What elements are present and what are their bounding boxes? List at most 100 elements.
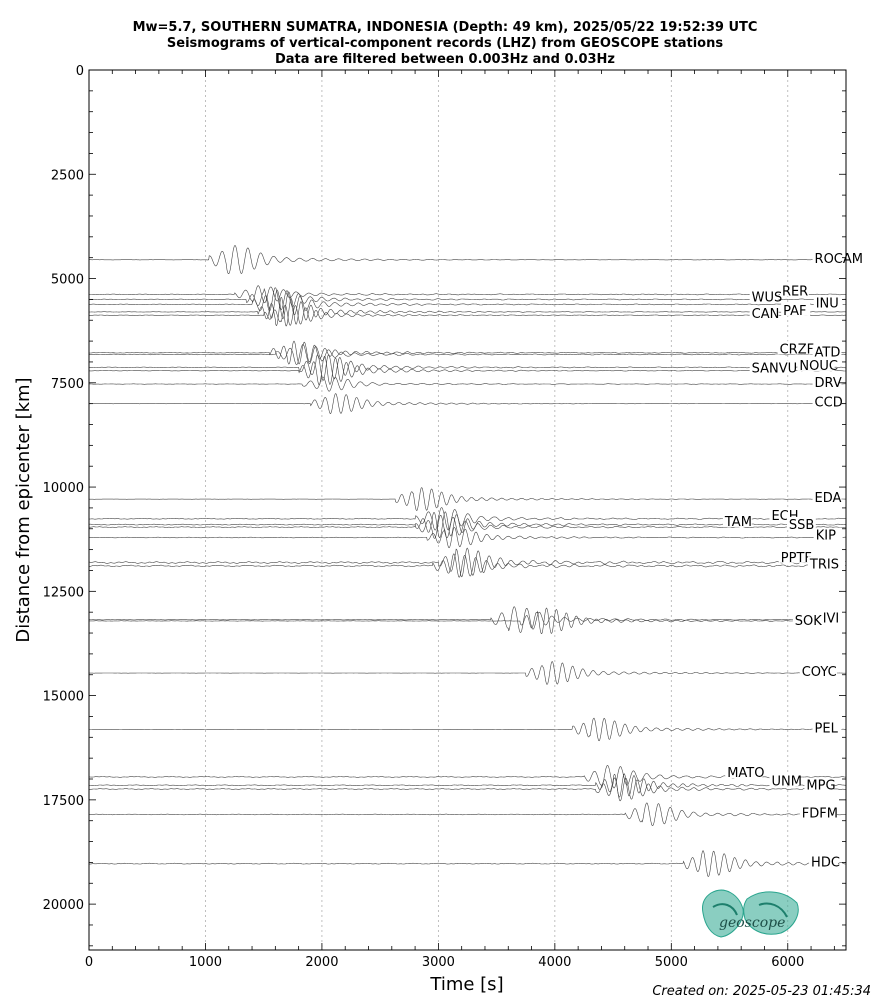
seismogram-trace-mato: [89, 765, 847, 789]
seismogram-trace-kip: [88, 527, 846, 549]
logo-globe-left-icon: [702, 889, 744, 938]
station-label-mpg: MPG: [806, 779, 835, 794]
seismogram-trace-crzf: [89, 340, 846, 365]
station-label-can: CAN: [752, 307, 780, 322]
seismogram-trace-eda: [89, 487, 846, 511]
station-label-bg: [749, 360, 796, 374]
seismogram-trace-fdfm: [89, 802, 847, 827]
station-label-bg: [769, 773, 799, 787]
seismogram-trace-nouc: [88, 354, 847, 381]
seismogram-trace-atd: [89, 344, 847, 365]
seismogram-trace-tris: [89, 553, 847, 578]
y-tick-label: 7500: [51, 377, 84, 392]
station-label-bg: [779, 283, 809, 297]
station-label-fdfm: FDFM: [802, 806, 838, 821]
station-label-bg: [809, 854, 838, 868]
station-label-crzf: CRZF: [780, 342, 815, 357]
station-label-bg: [786, 516, 816, 530]
station-label-mato: MATO: [727, 766, 764, 781]
station-label-bg: [725, 765, 763, 778]
seismogram-traces: [88, 245, 847, 877]
station-label-bg: [749, 305, 779, 319]
station-label-bg: [813, 527, 843, 541]
seismogram-trace-drv: [89, 376, 847, 392]
station-label-bg: [778, 549, 816, 563]
station-label-atd: ATD: [815, 346, 841, 361]
station-label-tris: TRIS: [809, 557, 839, 572]
station-label-ssb: SSB: [789, 518, 814, 533]
x-tick-label: 0: [85, 955, 93, 970]
seismogram-trace-ssb: [89, 514, 846, 539]
station-label-bg: [781, 302, 811, 316]
seismogram-trace-coyc: [89, 661, 847, 685]
x-tick-label: 6000: [771, 955, 804, 970]
station-label-bg: [812, 250, 859, 264]
station-label-paf: PAF: [783, 304, 806, 319]
seismogram-trace-ech: [89, 507, 847, 531]
y-tick-label: 5000: [51, 273, 84, 288]
station-label-sanvu: SANVU: [752, 361, 798, 376]
plot-frame: [88, 69, 847, 951]
x-axis-label: Time [s]: [429, 974, 503, 995]
station-label-pel: PEL: [815, 721, 839, 736]
seismogram-trace-can: [89, 304, 846, 326]
station-label-bg: [807, 556, 846, 570]
logo-text: geoscope: [719, 915, 785, 931]
station-label-bg: [777, 341, 815, 355]
y-tick-label: 2500: [51, 168, 84, 183]
y-tick-label: 0: [76, 64, 84, 79]
chart-title: Mw=5.7, SOUTHERN SUMATRA, INDONESIA (Dep…: [133, 20, 758, 67]
station-label-nouc: NOUC: [799, 359, 838, 374]
station-label-bg: [804, 777, 834, 791]
station-label-rer: RER: [782, 284, 808, 299]
station-label-kip: KIP: [816, 529, 836, 544]
station-label-hdc: HDC: [811, 856, 840, 871]
created-timestamp: Created on: 2025-05-23 01:45:34: [652, 984, 871, 999]
station-label-drv: DRV: [815, 376, 842, 391]
station-label-sok: SOK: [795, 614, 822, 629]
station-label-coyc: COYC: [802, 665, 837, 680]
seismogram-trace-pptf: [89, 547, 846, 578]
station-label-bg: [722, 513, 752, 527]
y-axis-label: Distance from epicenter [km]: [13, 377, 34, 642]
station-label-bg: [812, 720, 842, 734]
seismogram-trace-rocam: [89, 245, 846, 275]
axis-ticks: 0 1000 2000 3000 4000 5000 6000 0 2500 5000 7500 10…: [43, 64, 846, 970]
station-label-bg: [749, 289, 779, 303]
y-tick-label: 10000: [43, 481, 84, 496]
seismogram-trace-hdc: [88, 850, 847, 877]
station-label-rocam: ROCAM: [815, 252, 863, 267]
station-label-bg: [797, 357, 835, 371]
seismogram-trace-ivi: [89, 606, 846, 633]
seismogram-trace-ccd: [89, 393, 846, 414]
title-line: Seismograms of vertical-component record…: [167, 36, 723, 51]
title-line: Mw=5.7, SOUTHERN SUMATRA, INDONESIA (Dep…: [133, 20, 758, 35]
x-tick-label: 4000: [538, 955, 571, 970]
x-tick-label: 5000: [655, 955, 688, 970]
x-tick-label: 2000: [305, 955, 338, 970]
seismogram-trace-sok: [89, 607, 846, 635]
station-label-bg: [812, 490, 842, 504]
seismogram-trace-inu: [88, 289, 847, 319]
y-tick-label: 15000: [43, 690, 84, 705]
seismogram-trace-wus: [88, 287, 847, 312]
title-line: Data are filtered between 0.003Hz and 0.…: [275, 52, 615, 67]
seismogram-trace-unm: [88, 773, 846, 798]
seismogram-trace-sanvu: [89, 355, 846, 386]
seismogram-trace-mpg: [88, 777, 847, 802]
station-label-bg: [812, 394, 842, 408]
seismogram-trace-paf: [89, 296, 846, 327]
logo-globe-right-icon: [743, 891, 799, 935]
station-label-pptf: PPTF: [781, 551, 812, 566]
station-label-bg: [799, 805, 837, 819]
station-label-wus: WUS: [752, 291, 783, 306]
seismogram-trace-tam: [88, 511, 847, 539]
station-label-ccd: CCD: [815, 396, 843, 411]
station-label-inu: INU: [816, 296, 839, 311]
x-tick-label: 3000: [422, 955, 455, 970]
station-label-tam: TAM: [724, 515, 752, 530]
x-tick-label: 1000: [189, 955, 222, 970]
station-label-eda: EDA: [815, 491, 842, 506]
